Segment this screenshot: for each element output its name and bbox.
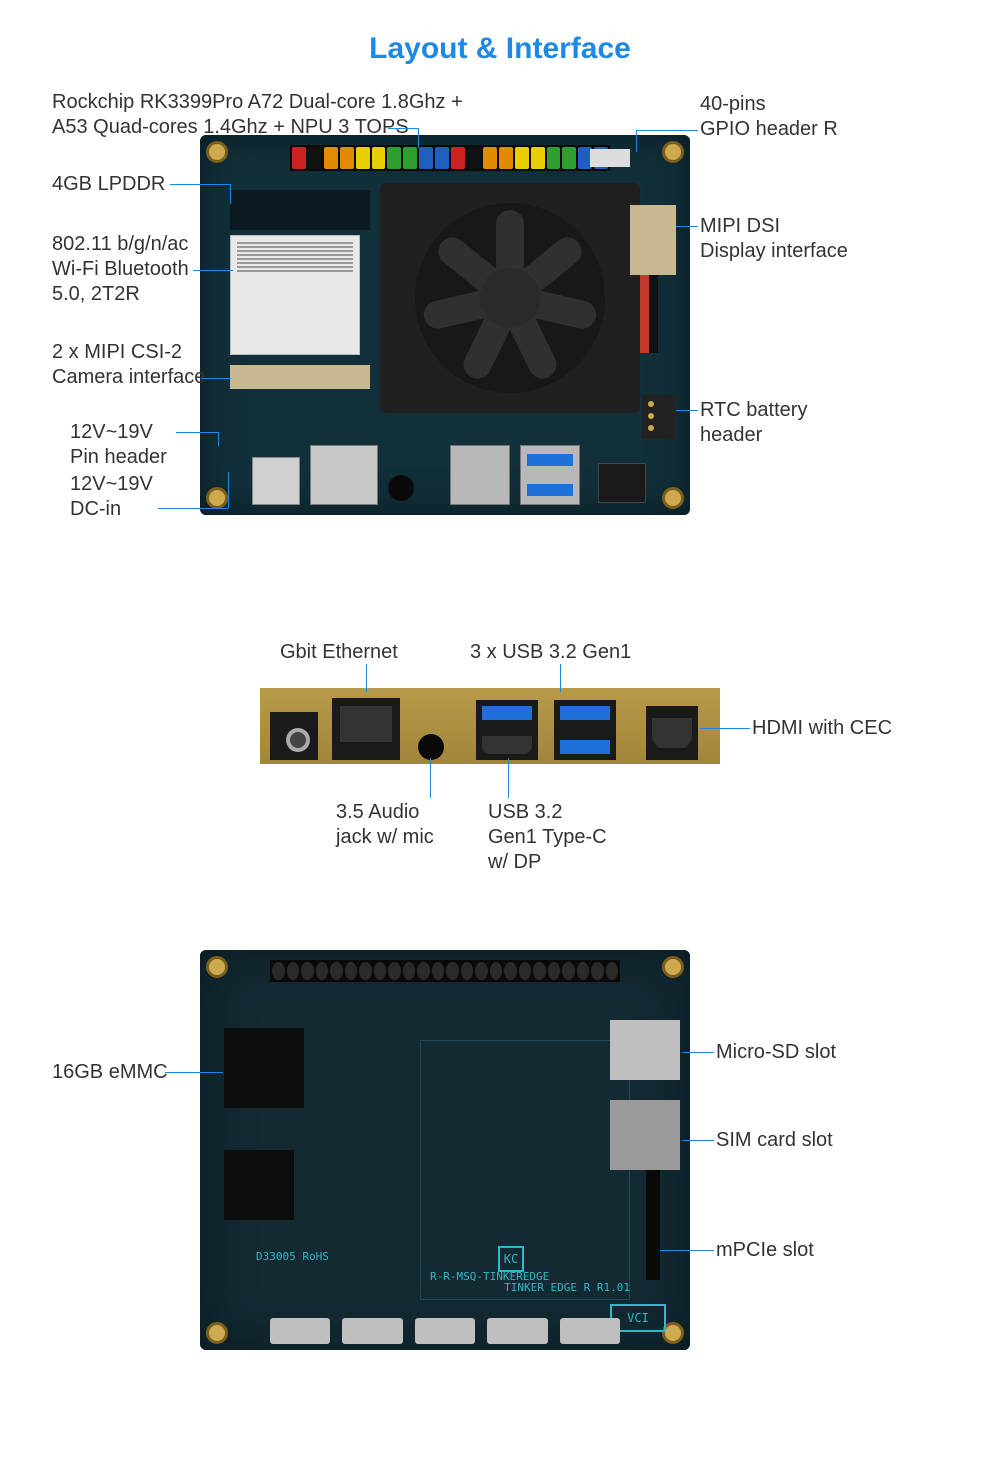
hdmi-port [598, 463, 646, 503]
label-eth: Gbit Ethernet [280, 640, 398, 665]
page-title: Layout & Interface [0, 32, 1000, 66]
mounting-hole-icon [206, 956, 228, 978]
leader-line [388, 128, 418, 129]
label-sd: Micro-SD slot [716, 1040, 836, 1065]
silkscreen-rev: TINKER EDGE R R1.01 [504, 1281, 630, 1294]
leader-line [560, 664, 561, 692]
label-usbc: USB 3.2 Gen1 Type-C w/ DP [488, 800, 607, 875]
mounting-hole-icon [662, 141, 684, 163]
edge-usb-stack-2 [554, 700, 616, 760]
mpcie-outline [420, 1040, 630, 1300]
sim-card-slot [610, 1100, 680, 1170]
gpio-header [290, 145, 610, 171]
mounting-hole-icon [662, 956, 684, 978]
mounting-hole-icon [662, 487, 684, 509]
cooling-fan [380, 183, 640, 413]
label-audio: 3.5 Audio jack w/ mic [336, 800, 434, 850]
mpcie-slot [646, 1160, 660, 1280]
edge-hdmi [646, 706, 698, 760]
silkscreen-rohs: D33005 RoHS [256, 1250, 329, 1263]
label-mpcie: mPCIe slot [716, 1238, 814, 1263]
board-top-view [200, 135, 690, 515]
mounting-hole-icon [206, 141, 228, 163]
mounting-hole-icon [206, 487, 228, 509]
label-wifi: 802.11 b/g/n/ac Wi-Fi Bluetooth 5.0, 2T2… [52, 232, 189, 307]
edge-dc-jack [270, 712, 318, 760]
leader-line [193, 270, 233, 271]
micro-sd-slot [610, 1020, 680, 1080]
leader-line [700, 728, 750, 729]
leader-line [218, 432, 219, 446]
rtc-battery-header [642, 395, 676, 439]
edge-audio-jack [418, 734, 444, 760]
leader-line [158, 508, 228, 509]
gpio-solder-points [270, 960, 620, 982]
board-bottom-view: D33005 RoHS R-R-MSQ-TINKEREDGE TINKER ED… [200, 950, 690, 1350]
label-hdmi: HDMI with CEC [752, 716, 892, 741]
label-cpu: Rockchip RK3399Pro A72 Dual-core 1.8Ghz … [52, 90, 463, 140]
board-edge-view [260, 688, 720, 764]
usb-stack-2 [520, 445, 580, 505]
label-usb3: 3 x USB 3.2 Gen1 [470, 640, 631, 665]
leader-line [228, 472, 229, 508]
leader-line [636, 130, 698, 131]
dsi-connector [630, 205, 676, 275]
kc-mark-icon: KC [498, 1246, 524, 1272]
gpio-header-r-connector [590, 149, 630, 167]
leader-line [676, 226, 698, 227]
wifi-bt-module [230, 235, 360, 355]
label-emmc: 16GB eMMC [52, 1060, 168, 1085]
leader-line [660, 1250, 714, 1251]
leader-line [682, 1140, 714, 1141]
leader-line [682, 1052, 714, 1053]
emmc-chip [224, 1028, 304, 1108]
csi-connector [230, 365, 370, 389]
usb-stack-1 [450, 445, 510, 505]
soc-chip [224, 1150, 294, 1220]
label-gpio: 40-pins GPIO header R [700, 92, 838, 142]
leader-line [676, 410, 698, 411]
label-pinheader: 12V~19V Pin header [70, 420, 167, 470]
dc-in-jack [252, 457, 300, 505]
leader-line [170, 184, 230, 185]
label-rtc: RTC battery header [700, 398, 807, 448]
underside-ports [270, 1318, 620, 1344]
label-dcin: 12V~19V DC-in [70, 472, 153, 522]
edge-usb-stack-1 [476, 700, 538, 760]
mounting-hole-icon [206, 1322, 228, 1344]
leader-line [508, 758, 509, 798]
audio-jack [388, 475, 414, 501]
leader-line [201, 378, 231, 379]
label-sim: SIM card slot [716, 1128, 833, 1153]
leader-line [165, 1072, 223, 1073]
leader-line [176, 432, 218, 433]
edge-ethernet [332, 698, 400, 760]
leader-line [418, 128, 419, 148]
leader-line [636, 130, 637, 152]
label-lpddr: 4GB LPDDR [52, 172, 165, 197]
lpddr-module [230, 190, 370, 230]
leader-line [366, 664, 367, 692]
ethernet-port [310, 445, 378, 505]
label-csi: 2 x MIPI CSI-2 Camera interface [52, 340, 205, 390]
label-dsi: MIPI DSI Display interface [700, 214, 848, 264]
leader-line [230, 184, 231, 204]
leader-line [430, 758, 431, 798]
